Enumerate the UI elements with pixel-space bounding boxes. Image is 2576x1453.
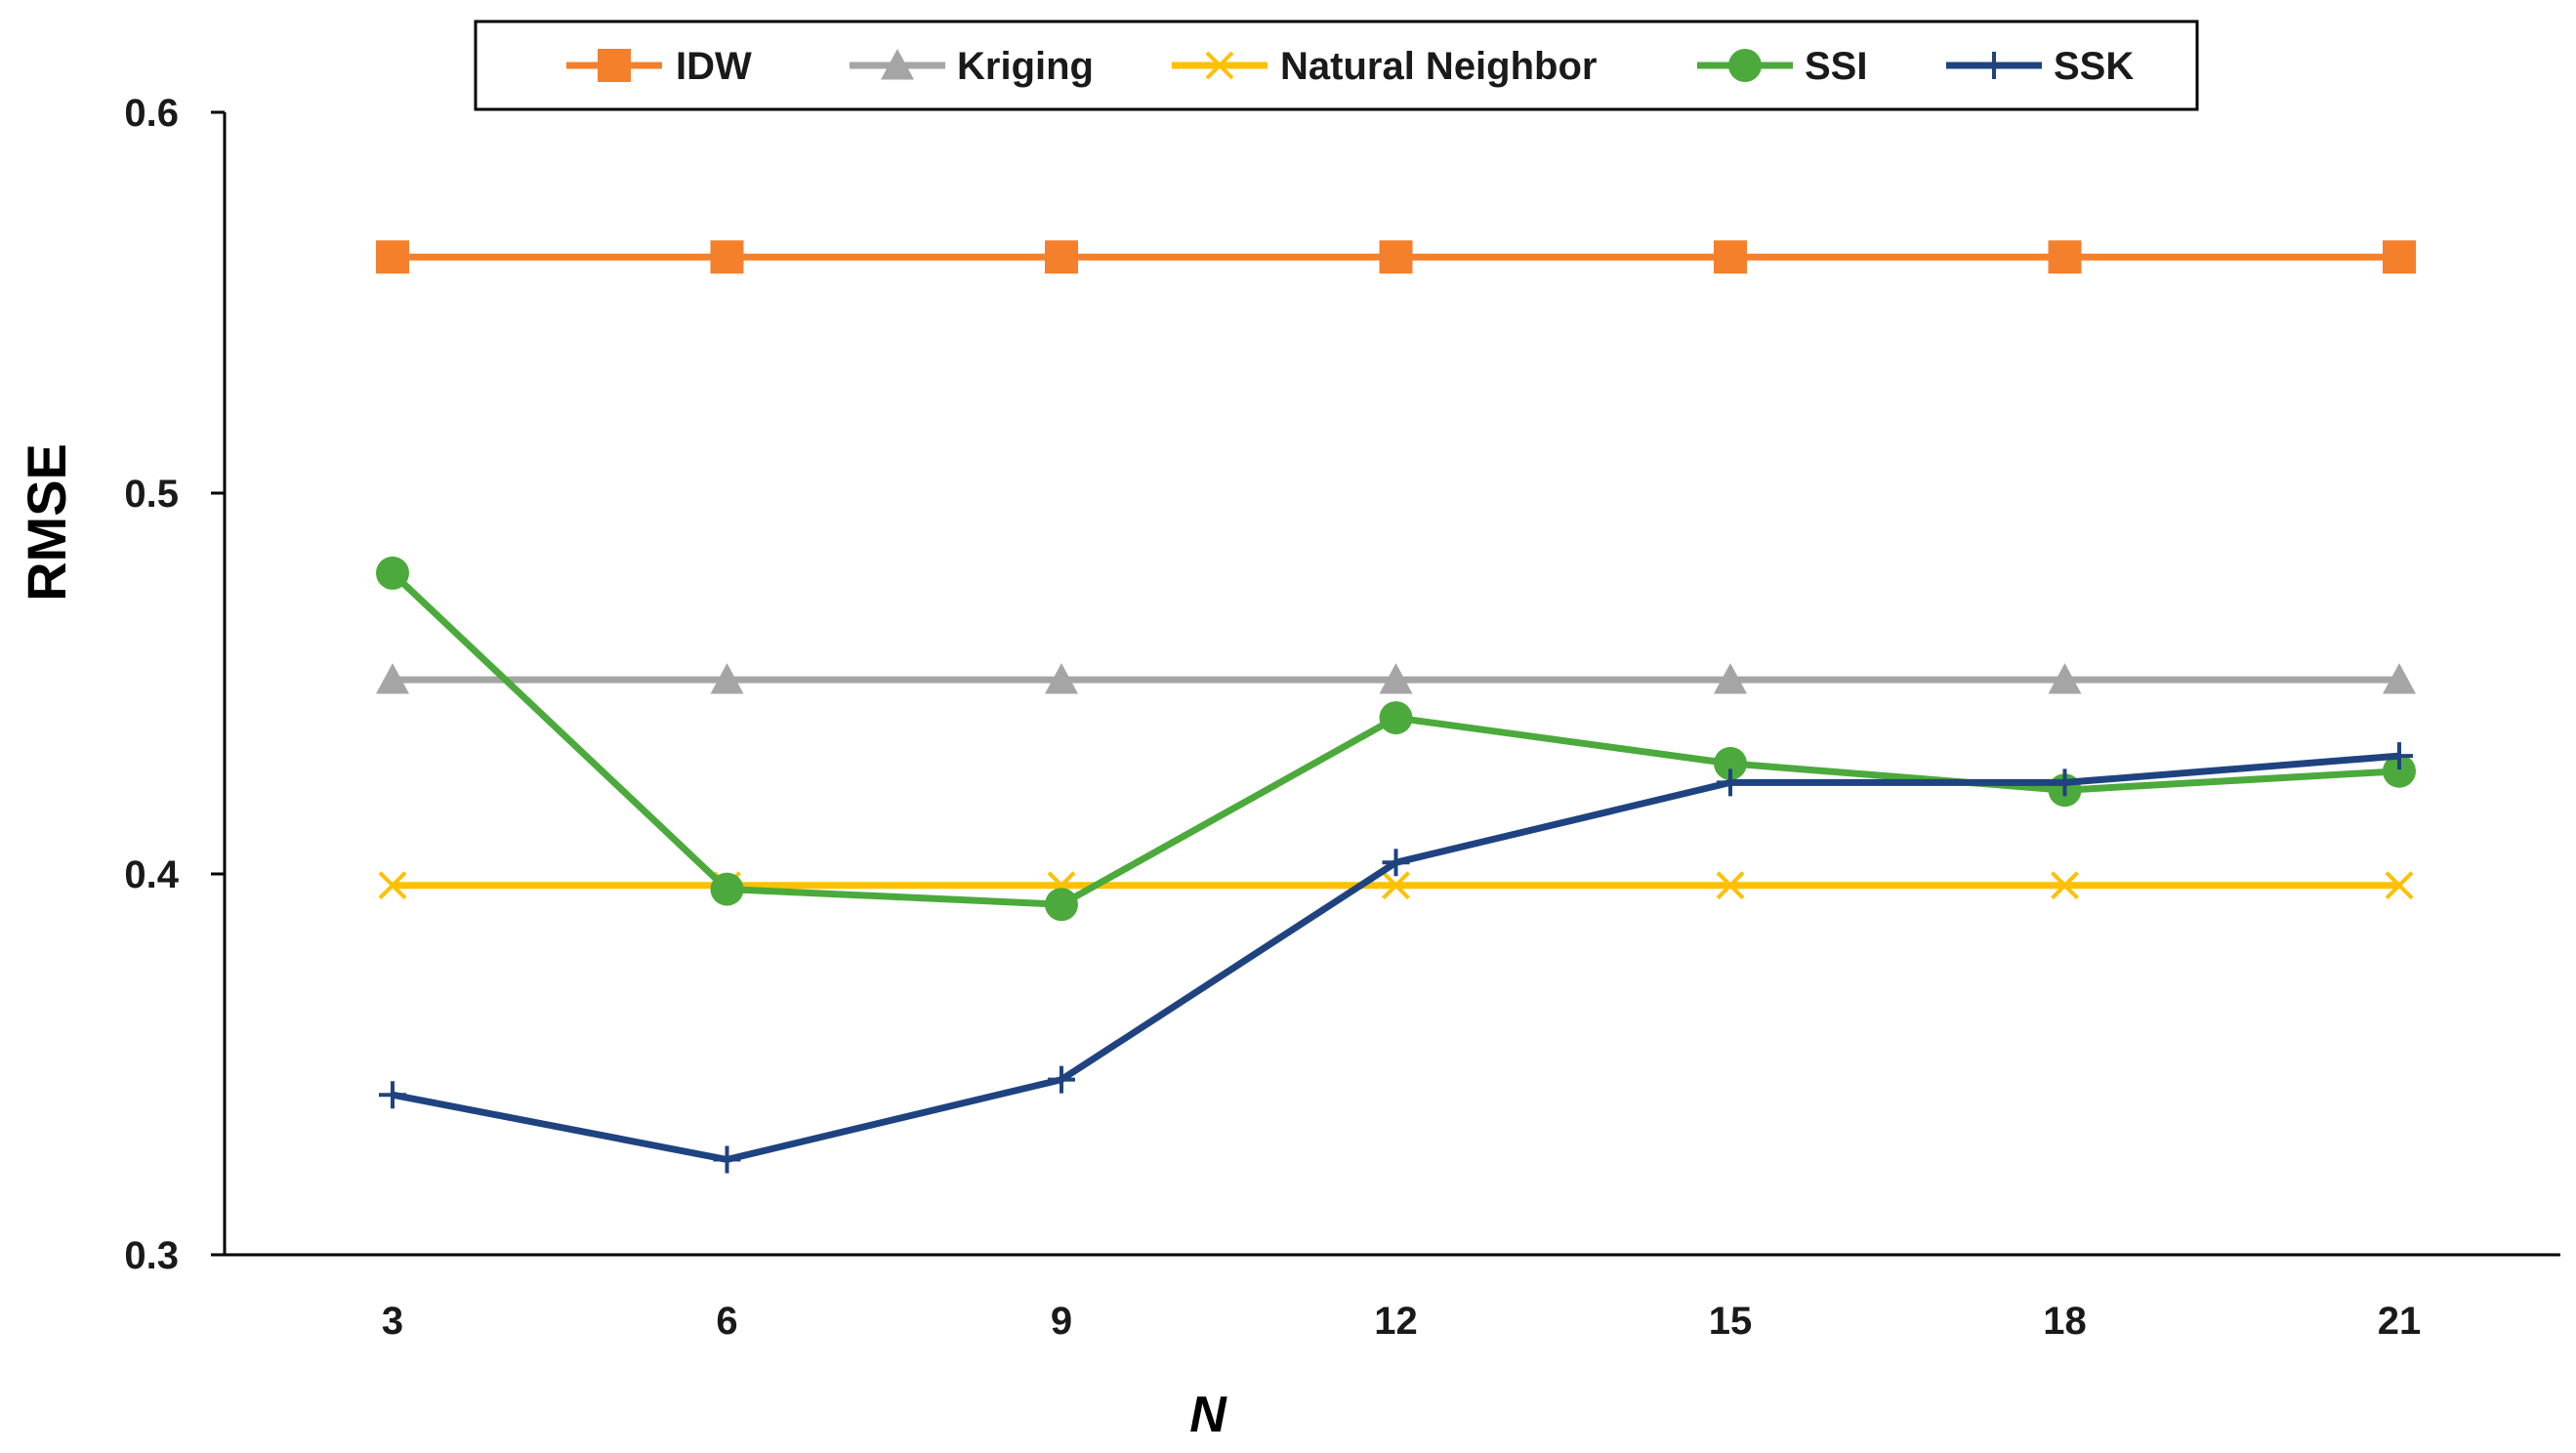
series-natural-neighbor [378,871,2414,900]
data-point-ssi [710,872,744,906]
legend: IDW Kriging Natural Neighbor SSI SSK [474,20,2199,111]
data-point-ssi [1045,888,1078,922]
data-point-idw [1714,240,1747,274]
legend-item-idw: IDW [566,45,752,88]
y-tick-label: 0.5 [124,473,179,516]
data-point-ssk [2051,768,2079,797]
y-axis-title: RMSE [16,443,77,602]
x-tick-label: 18 [2043,1300,2087,1343]
data-point-kriging [2048,663,2082,694]
x-tick-label: 12 [1374,1300,1418,1343]
data-point-ssi [1379,701,1413,735]
data-point-ssi [376,556,409,590]
data-point-ssi [2383,754,2416,788]
data-point-natural-neighbor [1382,871,1410,900]
data-point-idw [2383,240,2416,274]
data-point-ssk [379,1081,406,1109]
x-tick-label: 6 [716,1300,737,1343]
data-point-ssk [2386,742,2413,770]
data-point-ssk [713,1145,741,1174]
data-point-idw [710,240,744,274]
data-point-idw [1045,240,1078,274]
data-point-ssk [1717,768,1744,797]
legend-swatch-marker [1980,52,2008,79]
data-point-natural-neighbor [2051,871,2079,900]
legend-item-natural-neighbor: Natural Neighbor [1172,45,1597,88]
legend-item-ssi: SSI [1697,45,1867,88]
data-point-kriging [1379,663,1413,694]
series-line-ssk [392,752,2400,1163]
data-point-idw [376,240,409,274]
data-point-ssk [1048,1065,1075,1094]
legend-swatch-marker [1728,49,1762,82]
data-point-kriging [2383,663,2416,694]
x-axis-title: N [1189,1387,1227,1443]
data-point-kriging [710,663,744,694]
data-point-idw [2048,240,2082,274]
legend-label: SSK [2054,45,2134,88]
data-point-natural-neighbor [2385,871,2414,900]
legend-item-ssk: SSK [1946,45,2134,88]
x-tick-label: 9 [1051,1300,1072,1343]
axes: 0.3 0.4 0.5 0.6 3 6 9 12 15 18 21 [124,92,2560,1343]
legend-swatch-marker [598,49,631,82]
legend-label: SSI [1805,45,1867,88]
legend-swatch-marker [1205,51,1234,80]
data-point-natural-neighbor [1716,871,1745,900]
data-point-kriging [376,663,409,694]
legend-label: Natural Neighbor [1280,45,1597,88]
series-layer [376,240,2416,1174]
y-tick-label: 0.4 [124,853,179,896]
legend-item-kriging: Kriging [850,45,1094,88]
series-kriging [376,663,2416,694]
legend-box [474,20,2199,111]
series-ssk [379,742,2413,1174]
x-tick-label: 3 [382,1300,403,1343]
data-point-ssi [1714,746,1747,780]
data-point-idw [1379,240,1413,274]
y-tick-label: 0.6 [124,92,179,135]
legend-label: IDW [676,45,752,88]
data-point-kriging [1045,663,1078,694]
series-idw [376,240,2416,274]
data-point-natural-neighbor [378,871,407,900]
data-point-ssk [1382,849,1410,877]
x-tick-label: 15 [1709,1300,1753,1343]
data-point-kriging [1714,663,1747,694]
y-tick-label: 0.3 [124,1234,179,1277]
legend-swatch-marker [881,49,914,80]
x-tick-label: 21 [2378,1300,2422,1343]
legend-label: Kriging [957,45,1094,88]
